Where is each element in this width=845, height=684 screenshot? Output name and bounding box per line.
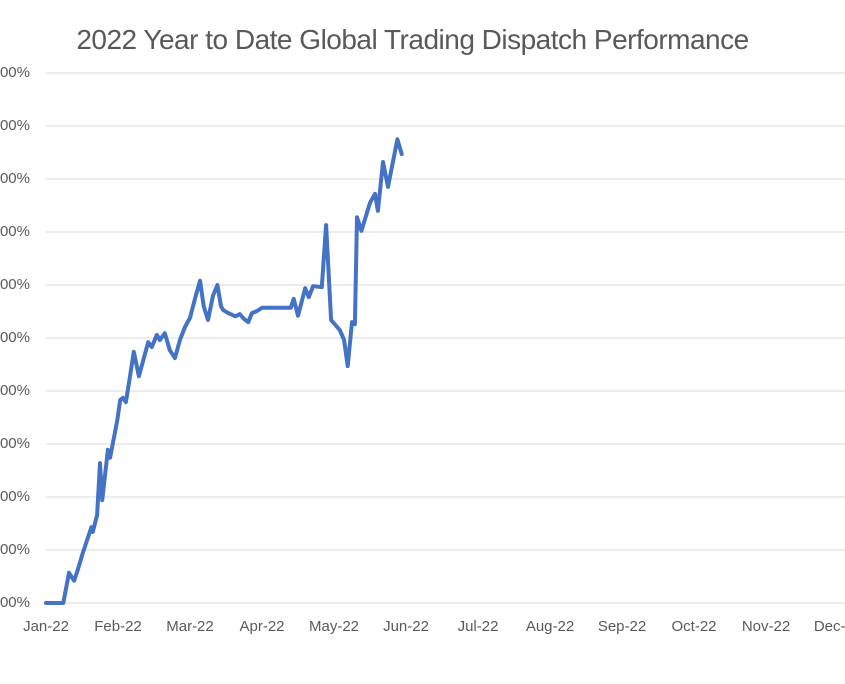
x-axis-tick-label: Jan-22	[23, 618, 69, 635]
y-axis-tick-label: 00%	[0, 541, 30, 558]
x-axis-tick-label: Sep-22	[597, 618, 647, 635]
x-axis-tick-label: Mar-22	[166, 618, 214, 635]
y-axis-tick-label: 00%	[0, 223, 30, 240]
y-axis-tick-label: 00%	[0, 329, 30, 346]
chart-title: 2022 Year to Date Global Trading Dispatc…	[76, 24, 749, 55]
y-axis-tick-label: 00%	[0, 594, 30, 611]
x-axis-tick-label: Nov-22	[741, 618, 791, 635]
y-axis-tick-label: 00%	[0, 276, 30, 293]
y-axis-tick-label: 00%	[0, 382, 30, 399]
series-line	[44, 137, 404, 605]
x-axis-tick-label: Dec-22	[813, 618, 845, 635]
y-axis-tick-label: 00%	[0, 117, 30, 134]
gridlines	[46, 72, 845, 604]
x-axis-tick-label: Feb-22	[94, 618, 142, 635]
x-axis-tick-label: Aug-22	[525, 618, 575, 635]
y-axis-tick-label: 00%	[0, 435, 30, 452]
y-axis-tick-label: 00%	[0, 170, 30, 187]
x-axis-tick-label: Apr-22	[239, 618, 285, 635]
x-axis-tick-label: Jul-22	[457, 618, 499, 635]
x-axis-tick-label: Oct-22	[671, 618, 717, 635]
y-axis-tick-label: 00%	[0, 64, 30, 81]
x-axis-tick-label: Jun-22	[383, 618, 429, 635]
y-axis-tick-label: 00%	[0, 488, 30, 505]
x-axis-tick-label: May-22	[308, 618, 360, 635]
